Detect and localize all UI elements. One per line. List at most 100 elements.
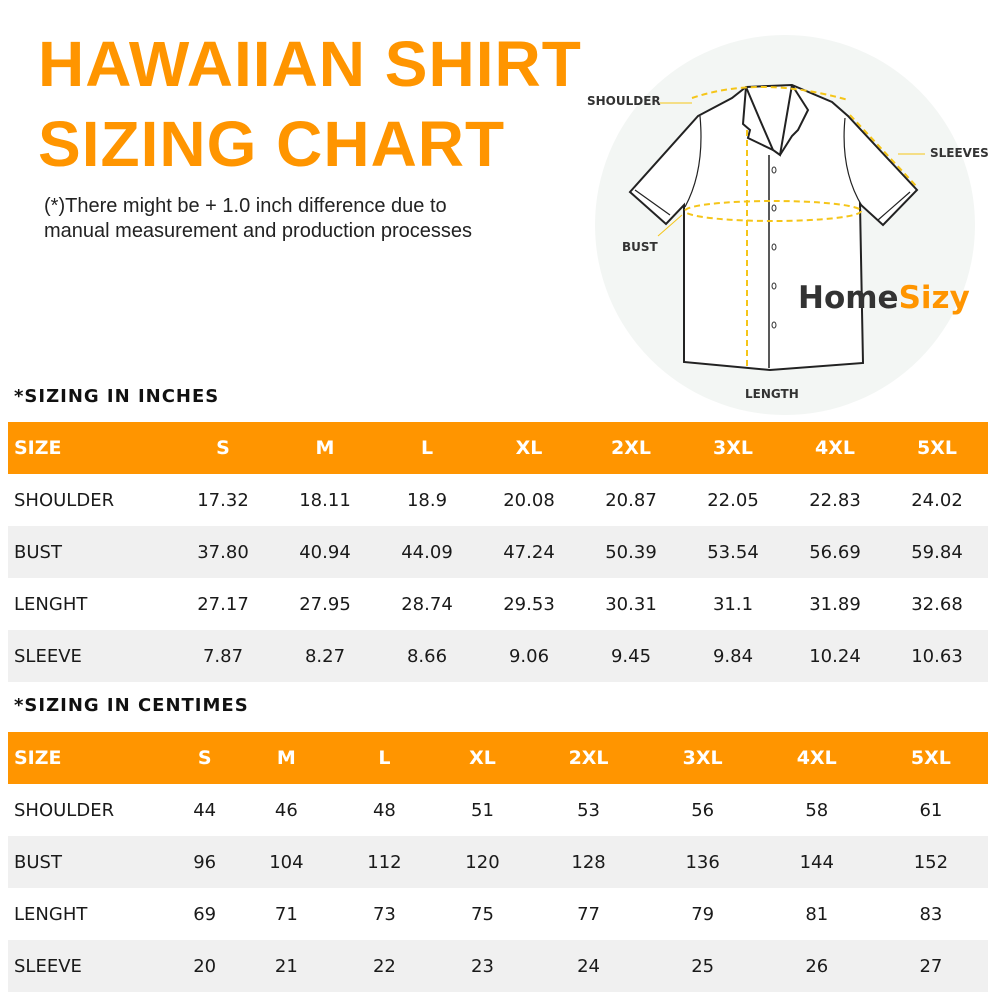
table-cell: 9.45	[580, 630, 682, 682]
column-header: S	[172, 422, 274, 474]
row-label: SLEEVE	[8, 630, 172, 682]
column-header: 2XL	[580, 422, 682, 474]
row-label: SLEEVE	[8, 940, 172, 992]
table-cell: 18.9	[406, 489, 448, 511]
table-cell: 61	[919, 799, 943, 821]
table-cell: 21	[237, 940, 336, 992]
table-cell: 144	[759, 836, 874, 888]
table-cell: 31.89	[809, 593, 861, 615]
table-cell: 59.84	[886, 526, 988, 578]
shirt-diagram: SHOULDER SLEEVES BUST LENGTH HomeSizy	[587, 35, 989, 415]
column-header: L	[335, 732, 434, 784]
table-cell: 77	[577, 903, 600, 925]
note-line-1: (*)There might be + 1.0 inch difference …	[44, 195, 447, 217]
homesizy-logo: HomeSizy	[798, 280, 970, 316]
table-row: SHOULDER 44 46 48 51 53 56 58 61	[8, 784, 988, 836]
table-cell: 8.66	[376, 630, 478, 682]
table-cell: 71	[274, 903, 298, 925]
title-line-1: HAWAIIAN SHIRT	[38, 28, 582, 100]
table-cell: 112	[335, 836, 434, 888]
table-cell: 46	[274, 799, 298, 821]
buttons	[771, 166, 777, 329]
column-header: L	[376, 422, 478, 474]
table-cell: 32.68	[911, 593, 963, 615]
table-cell: 51	[471, 799, 494, 821]
table-cell: 120	[433, 836, 532, 888]
table-cell: 30.31	[605, 593, 657, 615]
measure-lines	[684, 85, 919, 370]
logo-sizy: Sizy	[899, 280, 970, 316]
column-header: M	[237, 732, 336, 784]
table-row: SHOULDER 17.32 18.11 18.9 20.08 20.87 22.05 22.…	[8, 474, 988, 526]
table-cell: 7.87	[172, 630, 274, 682]
table-cell: 26	[759, 940, 874, 992]
table-cell: 69	[193, 903, 217, 925]
table-cell: 27.95	[299, 593, 351, 615]
table-cell: 9.06	[478, 630, 580, 682]
table-cell: 104	[237, 836, 336, 888]
table-row: BUST 37.80 40.94 44.09 47.24 50.39 53.54 56.69 5…	[8, 526, 988, 578]
inches-heading: *SIZING IN INCHES	[14, 386, 220, 407]
table-cell: 10.24	[784, 630, 886, 682]
column-header: 2XL	[531, 732, 646, 784]
column-header: S	[172, 732, 238, 784]
table-cell: 22	[335, 940, 434, 992]
table-cell: 58	[805, 799, 829, 821]
column-header: 5XL	[873, 732, 988, 784]
row-label: SHOULDER	[14, 799, 115, 821]
table-cell: 18.11	[299, 489, 351, 511]
column-header: 3XL	[682, 422, 784, 474]
table-cell: 20	[172, 940, 238, 992]
column-header: 4XL	[784, 422, 886, 474]
table-cell: 28.74	[401, 593, 453, 615]
column-header: XL	[478, 422, 580, 474]
column-header: 3XL	[645, 732, 760, 784]
shirt-icon	[628, 83, 919, 372]
table-row: SLEEVE 7.87 8.27 8.66 9.06 9.45 9.84 10.24 10.63	[8, 630, 988, 682]
table-cell: 96	[172, 836, 238, 888]
table-cell: 22.05	[707, 489, 759, 511]
table-cell: 75	[471, 903, 494, 925]
shoulder-label: SHOULDER	[587, 94, 661, 108]
table-cell: 20.08	[503, 489, 555, 511]
row-label: BUST	[8, 836, 172, 888]
centimeters-heading: *SIZING IN CENTIMES	[14, 695, 249, 716]
table-cell: 83	[919, 903, 943, 925]
column-header: 4XL	[759, 732, 874, 784]
table-cell: 53	[577, 799, 600, 821]
centimeters-table: SIZE S M L XL 2XL 3XL 4XL 5XL SHOULDER 44 46 48 51 53…	[8, 732, 988, 992]
table-cell: 81	[805, 903, 829, 925]
column-header: M	[274, 422, 376, 474]
row-label: LENGHT	[14, 903, 88, 925]
table-row: SLEEVE 20 21 22 23 24 25 26 27	[8, 940, 988, 992]
column-header: SIZE	[8, 422, 172, 474]
table-cell: 25	[645, 940, 760, 992]
column-header: XL	[433, 732, 532, 784]
table-cell: 56	[691, 799, 715, 821]
table-cell: 136	[645, 836, 760, 888]
column-header: 5XL	[886, 422, 988, 474]
inches-table: SIZE S M L XL 2XL 3XL 4XL 5XL SHOULDER 17.32 18.11…	[8, 422, 988, 682]
length-label: LENGTH	[745, 387, 799, 401]
table-cell: 79	[691, 903, 715, 925]
table-cell: 50.39	[580, 526, 682, 578]
table-cell: 47.24	[478, 526, 580, 578]
row-label: LENGHT	[14, 593, 88, 615]
table-cell: 128	[531, 836, 646, 888]
table-cell: 53.54	[682, 526, 784, 578]
table-cell: 152	[873, 836, 988, 888]
measurement-note: (*)There might be + 1.0 inch difference …	[44, 194, 584, 244]
table-cell: 29.53	[503, 593, 555, 615]
table-cell: 31.1	[712, 593, 754, 615]
title-line-2: SIZING CHART	[38, 108, 506, 180]
note-line-2: manual measurement and production proces…	[44, 220, 473, 242]
table-cell: 9.84	[682, 630, 784, 682]
page-title: HAWAIIAN SHIRT SIZING CHART	[38, 24, 598, 184]
table-cell: 48	[372, 799, 396, 821]
table-cell: 44	[193, 799, 217, 821]
sleeves-label: SLEEVES	[930, 146, 989, 160]
table-cell: 17.32	[197, 489, 249, 511]
table-row: BUST 96 104 112 120 128 136 144 152	[8, 836, 988, 888]
table-cell: 37.80	[172, 526, 274, 578]
column-header: SIZE	[8, 732, 172, 784]
